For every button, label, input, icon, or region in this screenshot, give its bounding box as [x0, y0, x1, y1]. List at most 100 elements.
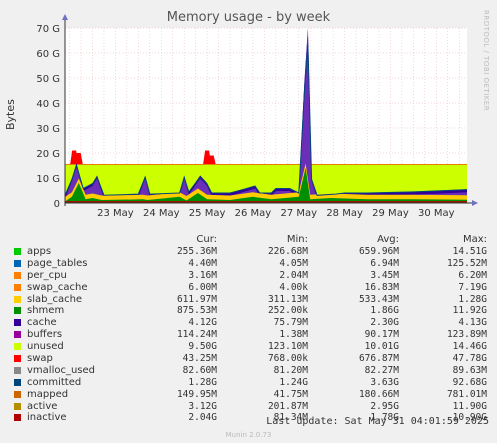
legend-swatch	[14, 331, 21, 339]
legend-name: page_tables	[27, 257, 88, 269]
legend-avg: 16.83M	[364, 281, 399, 293]
legend-max: 89.63M	[452, 364, 487, 376]
legend-cur: 875.53M	[176, 305, 217, 317]
x-tick-label: 23 May	[97, 208, 134, 219]
legend-swatch	[14, 248, 21, 255]
legend-max: 125.52M	[446, 257, 487, 269]
legend-row-per_cpu: per_cpu 3.16M 2.04M 3.45M 6.20M	[14, 270, 489, 282]
area-shmem-apps	[65, 168, 467, 203]
legend-row-committed: committed 1.28G 1.24G 3.63G 92.68G	[14, 377, 489, 389]
y-tick-label: 70 G	[36, 24, 60, 35]
legend-row-active: active 3.12G 201.87M 2.95G 11.90G	[14, 401, 489, 413]
legend-swatch	[14, 366, 21, 374]
legend-max: 1.28G	[458, 293, 487, 305]
legend-min: 123.10M	[267, 341, 308, 353]
legend-avg: 3.45M	[370, 269, 399, 281]
legend-cur: 6.00M	[188, 281, 217, 293]
line-committed	[64, 44, 468, 196]
legend-table: Cur: Min: Avg: Max: apps 255.36M 226.68M 65…	[14, 234, 489, 424]
legend-swatch	[14, 414, 21, 422]
legend-min: 75.79M	[273, 317, 308, 329]
header-max: Max:	[462, 234, 487, 245]
legend-row-swap: swap 43.25M 768.00k 676.87M 47.78G	[14, 353, 489, 365]
legend-name: swap	[27, 353, 53, 365]
legend-row-apps: apps 255.36M 226.68M 659.96M 14.51G	[14, 246, 489, 258]
legend-name: apps	[27, 246, 52, 257]
legend-swatch	[14, 343, 21, 351]
legend-name: vmalloc_used	[27, 364, 96, 376]
x-tick-label: 30 May	[418, 208, 455, 219]
x-tick-label: 27 May	[280, 208, 317, 219]
legend-swatch	[14, 307, 21, 315]
legend-avg: 1.86G	[370, 305, 399, 317]
legend-avg: 2.30G	[370, 317, 399, 329]
legend-avg: 3.63G	[370, 376, 399, 388]
area-swap-peak	[74, 153, 83, 165]
legend-min: 4.05M	[279, 257, 308, 269]
legend-swatch	[14, 259, 21, 267]
y-tick-label: 20 G	[36, 149, 60, 160]
y-tick-label: 40 G	[36, 99, 60, 110]
x-tick-label: 28 May	[326, 208, 363, 219]
legend-max: 11.92G	[452, 305, 487, 317]
legend-cur: 255.36M	[176, 246, 217, 257]
legend-avg: 82.27M	[364, 364, 399, 376]
legend-avg: 659.96M	[358, 246, 399, 257]
legend-name: inactive	[27, 412, 67, 424]
legend-avg: 676.87M	[358, 353, 399, 365]
legend-row-unused: unused 9.50G 123.10M 10.01G 14.46G	[14, 341, 489, 353]
y-tick-label: 10 G	[36, 174, 60, 185]
chart-title: Memory usage - by week	[166, 10, 331, 25]
legend-name: mapped	[27, 388, 69, 400]
area-swap-peak	[207, 155, 216, 165]
legend-row-vmalloc_used: vmalloc_used 82.60M 81.20M 82.27M 89.63M	[14, 365, 489, 377]
legend-avg: 180.66M	[358, 388, 399, 400]
legend-name: buffers	[27, 329, 63, 341]
legend-row-swap_cache: swap_cache 6.00M 4.00k 16.83M 7.19G	[14, 282, 489, 294]
y-tick-label: 30 G	[36, 124, 60, 135]
legend-header-row: Cur: Min: Avg: Max:	[14, 234, 489, 246]
x-tick-label: 24 May	[143, 208, 180, 219]
legend-swatch	[14, 319, 21, 327]
legend-row-mapped: mapped 149.95M 41.75M 180.66M 781.01M	[14, 389, 489, 401]
legend-min: 4.00k	[279, 281, 308, 293]
legend-max: 14.51G	[452, 246, 487, 257]
legend-name: cache	[27, 317, 57, 329]
legend-cur: 9.50G	[188, 341, 217, 353]
legend-min: 81.34M	[273, 412, 308, 424]
legend-name: unused	[27, 341, 64, 353]
legend-min: 768.00k	[267, 353, 308, 365]
x-tick-label: 25 May	[189, 208, 226, 219]
legend-swatch	[14, 271, 21, 279]
legend-avg: 2.95G	[370, 400, 399, 412]
last-update: Last update: Sat May 31 04:01:59 2025	[266, 416, 489, 427]
legend-swatch	[14, 355, 21, 363]
legend-min: 252.00k	[267, 305, 308, 317]
legend-min: 201.87M	[267, 400, 308, 412]
area-slab-cache	[65, 163, 467, 203]
legend-cur: 611.97M	[176, 293, 217, 305]
legend-avg: 10.01G	[364, 341, 399, 353]
legend-avg: 533.43M	[358, 293, 399, 305]
header-cur: Cur:	[196, 234, 217, 245]
axes	[62, 14, 478, 206]
y-axis-arrow	[62, 14, 68, 20]
legend-min: 41.75M	[273, 388, 308, 400]
y-tick-labels: 0 10 G 20 G 30 G 40 G 50 G 60 G 70 G	[36, 24, 60, 210]
header-min: Min:	[286, 234, 308, 245]
legend-swatch	[14, 402, 21, 410]
legend-min: 311.13M	[267, 293, 308, 305]
legend-max: 4.13G	[458, 317, 487, 329]
legend-swatch	[14, 378, 21, 386]
legend-row-shmem: shmem 875.53M 252.00k 1.86G 11.92G	[14, 305, 489, 317]
legend-min: 1.24G	[279, 376, 308, 388]
series-areas	[64, 28, 468, 203]
legend-row-inactive: inactive 2.04G 81.34M 1.78G 10.90G	[14, 412, 489, 424]
legend-max: 92.68G	[452, 376, 487, 388]
x-tick-labels: 23 May 24 May 25 May 26 May 27 May 28 May 29 M…	[97, 208, 455, 219]
legend-cur: 114.24M	[176, 329, 217, 341]
legend-row-page_tables: page_tables 4.40M 4.05M 6.94M 125.52M	[14, 258, 489, 270]
legend-max: 123.89M	[446, 329, 487, 341]
legend-name: per_cpu	[27, 269, 67, 281]
munin-version: Munin 2.0.73	[225, 431, 272, 439]
